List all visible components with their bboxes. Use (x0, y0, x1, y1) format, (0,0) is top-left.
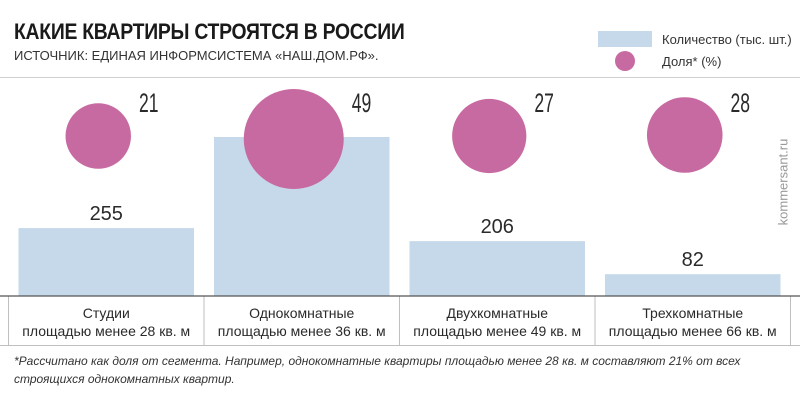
bubble (452, 98, 527, 174)
bubble-value-label: 49 (352, 87, 372, 118)
chart-source: ИСТОЧНИК: ЕДИНАЯ ИНФОРМСИСТЕМА «НАШ.ДОМ.… (14, 48, 379, 63)
chart-title: КАКИЕ КВАРТИРЫ СТРОЯТСЯ В РОССИИ (14, 19, 405, 44)
category-label: Двухкомнатные (446, 305, 548, 321)
legend-label-quantity: Количество (тыс. шт.) (662, 31, 792, 47)
bar (605, 274, 781, 296)
category-label: Однокомнатные (249, 305, 354, 321)
legend-swatch-bubble (615, 51, 635, 71)
bar (409, 241, 585, 296)
legend-item-quantity: Количество (тыс. шт.) (598, 31, 792, 47)
bubble-value-label: 21 (139, 87, 159, 118)
category-sublabel: площадью менее 28 кв. м (22, 323, 190, 339)
bar (18, 228, 194, 296)
bar-value-label: 206 (481, 216, 514, 238)
category-sublabel: площадью менее 49 кв. м (413, 323, 581, 339)
bar-value-label: 82 (682, 249, 704, 271)
footnote: *Рассчитано как доля от сегмента. Наприм… (14, 354, 741, 386)
category-label: Студии (83, 305, 130, 321)
category-label: Трехкомнатные (642, 305, 743, 321)
bubble (243, 89, 344, 189)
bar-value-label: 255 (90, 203, 123, 225)
category-sublabel: площадью менее 66 кв. м (609, 323, 777, 339)
header-divider (0, 77, 800, 78)
bubble (646, 97, 723, 173)
legend-swatch-bar (598, 31, 652, 47)
legend-item-share: Доля* (%) (598, 51, 721, 71)
bubble (65, 103, 131, 169)
legend-label-share: Доля* (%) (662, 53, 722, 69)
bubble-value-label: 28 (731, 87, 751, 118)
category-sublabel: площадью менее 36 кв. м (218, 323, 386, 339)
bubble-value-label: 27 (534, 87, 554, 118)
